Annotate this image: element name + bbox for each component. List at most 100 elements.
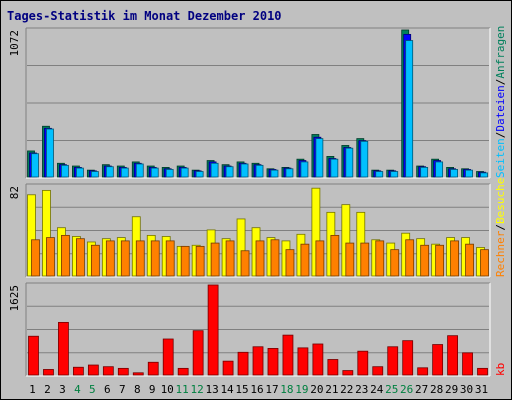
rechner-bar [180, 245, 190, 277]
x-tick-label: 26 [400, 383, 413, 396]
x-tick-label: 23 [355, 383, 368, 396]
seiten-bar [270, 169, 279, 178]
seiten-bar [46, 128, 54, 178]
x-tick-label: 1 [29, 383, 36, 396]
top-max-value-label: 1072 [8, 30, 21, 57]
seiten-bar [360, 140, 369, 178]
seiten-bar [345, 147, 354, 178]
seiten-bar [120, 167, 129, 178]
seiten-bar [90, 171, 99, 178]
kb-bar [73, 366, 84, 376]
x-tick-label: 10 [161, 383, 174, 396]
rechner-bar [195, 245, 205, 277]
x-tick-label: 7 [119, 383, 126, 396]
chart-panels: 1072 82 1625 [8, 27, 491, 377]
kb-bar [237, 351, 249, 376]
seiten-bar [150, 167, 159, 178]
kb-bar [297, 347, 309, 376]
kb-bar [462, 352, 473, 376]
rechner-bar [210, 242, 220, 277]
x-tick-label: 16 [250, 383, 263, 396]
kb-bar [147, 361, 159, 376]
rechner-bar [315, 240, 325, 277]
x-tick-label: 8 [134, 383, 141, 396]
kb-bar [312, 343, 324, 376]
kb-bar [207, 284, 219, 376]
bottom-panel-legend: kb [494, 363, 507, 376]
seiten-bar [375, 171, 384, 178]
kb-bar [327, 359, 339, 376]
x-tick-label: 25 [385, 383, 398, 396]
rechner-bar [150, 240, 160, 277]
x-tick-label: 20 [310, 383, 323, 396]
seiten-bar [31, 153, 39, 178]
seiten-bar [61, 164, 69, 178]
kb-bar [222, 360, 234, 376]
rechner-bar [31, 239, 40, 277]
rechner-bar [135, 240, 145, 277]
bottom-max-value-label: 1625 [8, 285, 21, 312]
kb-bar [102, 366, 114, 376]
x-tick-label: 31 [475, 383, 488, 396]
rechner-bar [300, 243, 310, 277]
rechner-bar [285, 249, 295, 277]
seiten-bar [240, 163, 249, 178]
kb-bar [177, 367, 189, 376]
kb-bar [282, 334, 294, 376]
seiten-bar [195, 171, 204, 178]
rechner-bar [90, 244, 100, 277]
rechner-bar [450, 240, 459, 277]
seiten-bar [180, 167, 189, 178]
kb-bar [387, 346, 399, 376]
x-tick-label: 9 [149, 383, 156, 396]
rechner-bar [435, 244, 445, 277]
x-tick-label: 18 [280, 383, 293, 396]
kb-bar [162, 338, 174, 376]
kb-bar [58, 321, 69, 376]
kb-bar [372, 366, 384, 376]
x-tick-label: 5 [89, 383, 96, 396]
seiten-bar [76, 167, 84, 178]
rechner-bar [465, 243, 474, 277]
top-panel-legend: Seiten/Dateien/Anfragen [494, 26, 507, 178]
x-tick-label: 13 [205, 383, 218, 396]
x-tick-label: 24 [370, 383, 384, 396]
kb-bar [132, 372, 144, 376]
kb-bar [417, 367, 429, 376]
seiten-bar [315, 138, 324, 178]
x-tick-label: 19 [295, 383, 308, 396]
seiten-bar [165, 169, 174, 178]
rechner-bar [240, 250, 250, 277]
bottom-panel: 1625 [8, 282, 491, 377]
seiten-bar [330, 158, 339, 178]
rechner-bar [375, 240, 385, 277]
rechner-bar [255, 240, 265, 277]
top-panel: 1072 [8, 27, 491, 179]
seiten-bar [210, 162, 219, 178]
middle-panel-legend: Rechner/Besuche [494, 178, 507, 277]
kb-bar [432, 344, 444, 376]
x-tick-label: 28 [430, 383, 443, 396]
rechner-bar [105, 240, 115, 277]
rechner-bar [270, 239, 280, 277]
rechner-bar [120, 240, 130, 277]
rechner-bar [345, 242, 355, 277]
kb-bar [192, 330, 204, 376]
rechner-bar [76, 238, 85, 277]
rechner-bar [330, 234, 340, 277]
rechner-bar [165, 240, 175, 277]
x-tick-label: 6 [104, 383, 111, 396]
x-tick-label: 2 [44, 383, 51, 396]
seiten-bar [420, 167, 429, 178]
x-tick-label: 14 [220, 383, 234, 396]
x-tick-label: 11 [176, 383, 189, 396]
kb-bar [342, 370, 354, 376]
seiten-bar [465, 169, 473, 178]
middle-panel: 82 [8, 183, 491, 278]
kb-bar [357, 350, 369, 376]
seiten-bar [285, 168, 294, 178]
rechner-bar [420, 244, 430, 277]
